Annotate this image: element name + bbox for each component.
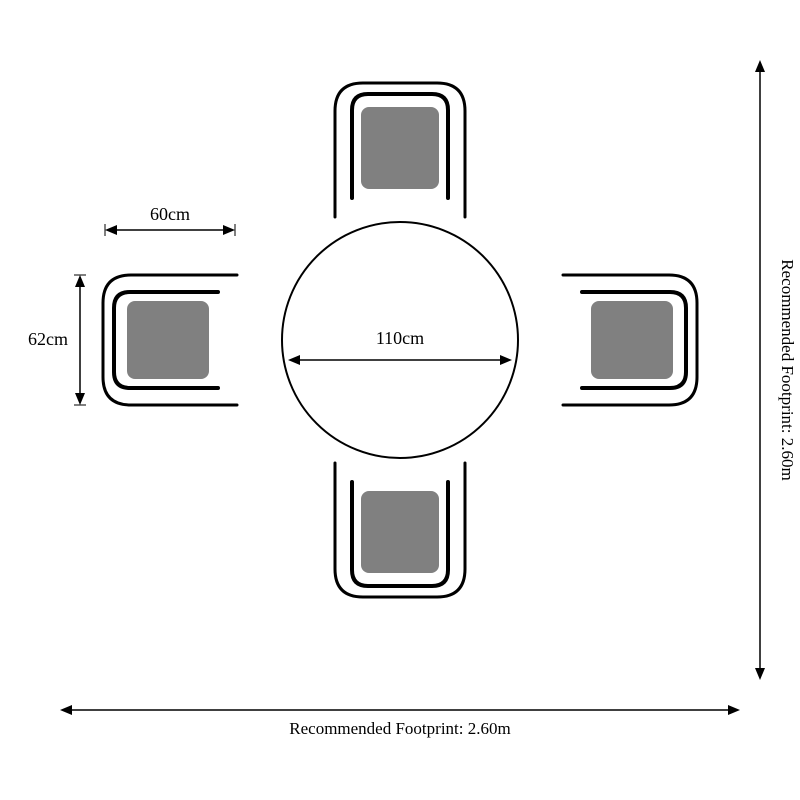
chair-cushion	[361, 107, 439, 189]
arrowhead-icon	[75, 393, 85, 405]
footprint-horizontal-label: Recommended Footprint: 2.60m	[289, 719, 510, 738]
arrowhead-icon	[60, 705, 72, 715]
dimension-footprint-horizontal: Recommended Footprint: 2.60m	[60, 705, 740, 738]
footprint-vertical-label: Recommended Footprint: 2.60m	[778, 259, 797, 480]
chair-cushion	[591, 301, 673, 379]
arrowhead-icon	[75, 275, 85, 287]
arrowhead-icon	[223, 225, 235, 235]
chair-cushion	[127, 301, 209, 379]
dimension-chair-height: 62cm	[28, 275, 86, 405]
dimension-footprint-vertical: Recommended Footprint: 2.60m	[755, 60, 797, 680]
chair	[103, 275, 237, 405]
chair-width-label: 60cm	[150, 204, 190, 224]
arrowhead-icon	[728, 705, 740, 715]
table-diameter-label: 110cm	[376, 328, 424, 348]
chair	[335, 83, 465, 217]
chair	[335, 463, 465, 597]
dimension-chair-width: 60cm	[105, 204, 235, 236]
chair-cushion	[361, 491, 439, 573]
arrowhead-icon	[105, 225, 117, 235]
arrowhead-icon	[755, 60, 765, 72]
chair-height-label: 62cm	[28, 329, 68, 349]
chair	[563, 275, 697, 405]
arrowhead-icon	[755, 668, 765, 680]
